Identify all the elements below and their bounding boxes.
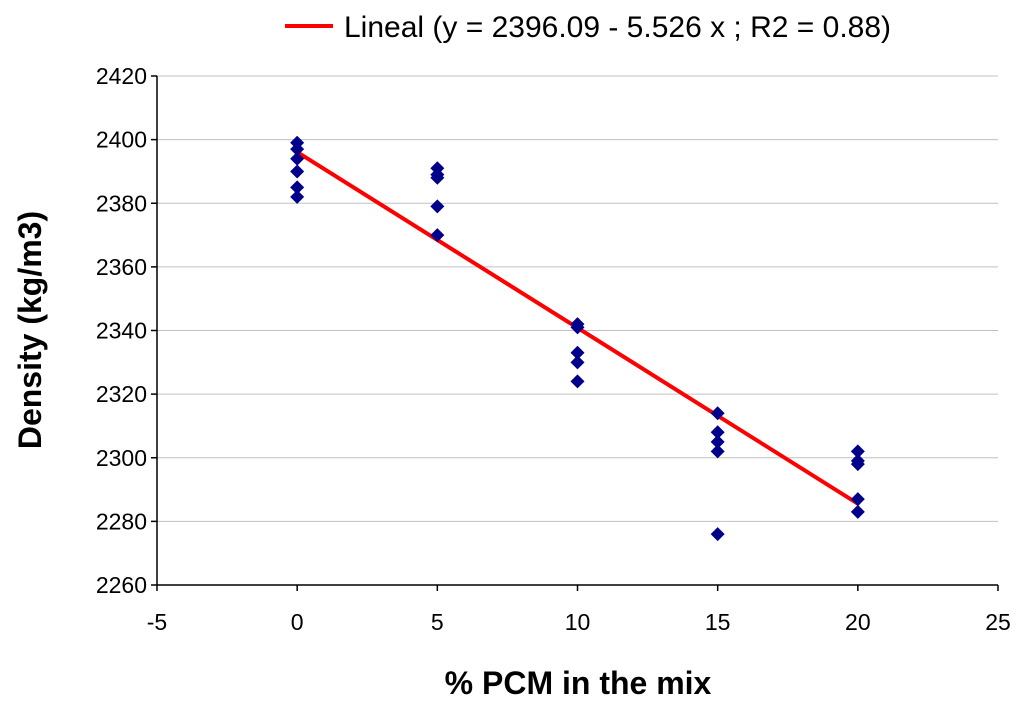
y-axis-title: Density (kg/m3) bbox=[12, 211, 48, 449]
data-point bbox=[850, 444, 865, 459]
y-tick-label: 2260 bbox=[96, 572, 147, 598]
x-tick-label: 10 bbox=[565, 609, 591, 635]
legend-trendline-label: Lineal (y = 2396.09 - 5.526 x ; R2 = 0.8… bbox=[344, 11, 891, 44]
data-point bbox=[710, 406, 725, 421]
grid bbox=[157, 75, 998, 522]
x-tick-label: 5 bbox=[431, 609, 444, 635]
data-point bbox=[290, 164, 305, 179]
y-tick-label: 2400 bbox=[96, 127, 147, 153]
data-point bbox=[570, 374, 585, 389]
data-point bbox=[710, 527, 725, 542]
data-points bbox=[290, 135, 865, 542]
x-axis-title: % PCM in the mix bbox=[445, 665, 712, 701]
data-point bbox=[710, 434, 725, 449]
x-tick-label: 20 bbox=[845, 609, 871, 635]
data-point bbox=[290, 180, 305, 195]
data-point bbox=[430, 228, 445, 243]
y-tick-label: 2420 bbox=[96, 63, 147, 89]
x-tick-label: 15 bbox=[705, 609, 731, 635]
y-tick-label: 2340 bbox=[96, 318, 147, 344]
y-tick-label: 2360 bbox=[96, 254, 147, 280]
data-point bbox=[290, 142, 305, 157]
data-point bbox=[570, 345, 585, 360]
legend: Lineal (y = 2396.09 - 5.526 x ; R2 = 0.8… bbox=[285, 11, 891, 44]
data-point bbox=[850, 457, 865, 472]
data-point bbox=[290, 151, 305, 166]
x-tick-label: -5 bbox=[147, 609, 167, 635]
data-point bbox=[850, 504, 865, 519]
x-tick-label: 0 bbox=[291, 609, 304, 635]
data-point bbox=[570, 355, 585, 370]
data-point bbox=[710, 425, 725, 440]
data-point bbox=[570, 320, 585, 335]
data-point bbox=[710, 444, 725, 459]
data-point bbox=[430, 170, 445, 185]
axes: 2260 2280 2300 2320 2340 2360 2380 2400 2420 -5 0 5… bbox=[96, 63, 1011, 635]
data-point bbox=[850, 492, 865, 507]
y-tick-label: 2380 bbox=[96, 190, 147, 216]
y-tick-label: 2280 bbox=[96, 508, 147, 534]
data-point bbox=[290, 189, 305, 204]
x-tick-label: 25 bbox=[985, 609, 1011, 635]
y-tick-label: 2300 bbox=[96, 445, 147, 471]
y-tick-label: 2320 bbox=[96, 381, 147, 407]
data-point bbox=[430, 199, 445, 214]
